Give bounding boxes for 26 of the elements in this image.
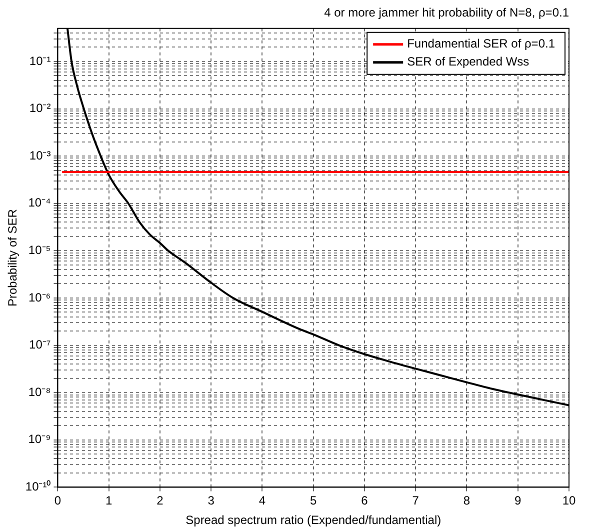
x-tick-label: 2 — [156, 494, 164, 508]
x-tick-label: 1 — [106, 494, 113, 508]
x-tick-label: 5 — [310, 494, 318, 508]
y-tick-label: 10⁻⁹ — [28, 432, 51, 446]
x-tick-label: 10 — [562, 494, 576, 508]
x-tick-label: 4 — [258, 494, 266, 508]
x-tick-label: 6 — [361, 494, 368, 508]
y-tick-label: 10⁻⁴ — [28, 196, 51, 210]
x-tick-label: 3 — [208, 494, 215, 508]
legend-label: Fundamential SER of ρ=0.1 — [407, 36, 556, 51]
x-axis-title: Spread spectrum ratio (Expended/fundamential) — [186, 513, 442, 528]
chart-title: 4 or more jammer hit probability of N=8, ρ=0.1 — [324, 6, 570, 20]
y-tick-label: 10⁻² — [29, 101, 51, 116]
x-tick-label: 9 — [514, 494, 522, 508]
x-tick-label: 8 — [463, 494, 470, 508]
y-tick-label: 10⁻³ — [29, 148, 51, 162]
y-tick-label: 10⁻⁶ — [28, 290, 51, 304]
y-tick-label: 10⁻⁷ — [29, 338, 51, 352]
x-tick-label: 0 — [54, 494, 62, 508]
legend-label: SER of Expended Wss — [407, 54, 530, 69]
x-tick-label: 7 — [412, 494, 420, 508]
y-tick-label: 10⁻¹ — [29, 54, 51, 68]
y-axis-title: Probability of SER — [6, 208, 20, 306]
y-tick-label: 10⁻¹⁰ — [25, 480, 51, 494]
y-tick-label: 10⁻⁵ — [28, 242, 51, 257]
y-tick-label: 10⁻⁸ — [28, 384, 51, 399]
